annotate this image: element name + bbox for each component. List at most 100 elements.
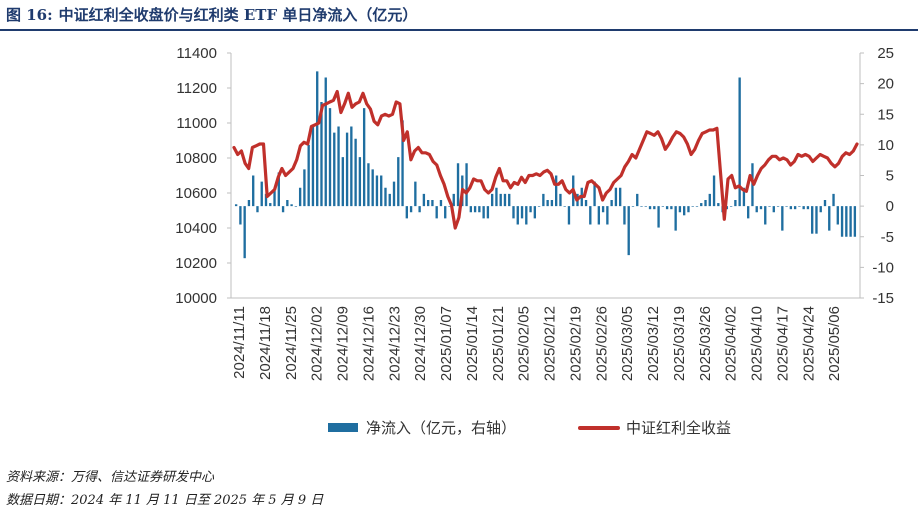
bar-mark bbox=[806, 206, 810, 210]
bar-mark bbox=[478, 206, 481, 213]
bar-mark bbox=[324, 77, 327, 207]
bar-mark bbox=[589, 206, 592, 225]
bar-mark bbox=[490, 193, 494, 207]
bar-mark bbox=[243, 206, 246, 259]
bar-mark bbox=[298, 187, 302, 207]
x-tick-label: 2024/11/11 bbox=[231, 306, 248, 379]
bar-mark bbox=[277, 172, 280, 207]
bar-mark bbox=[486, 206, 490, 219]
bar-mark bbox=[845, 206, 848, 237]
bar-mark bbox=[431, 200, 434, 207]
bar-mark bbox=[627, 206, 630, 256]
bar-mark bbox=[614, 187, 618, 207]
bar-mark bbox=[793, 206, 797, 210]
bar-mark bbox=[550, 200, 554, 207]
bar-mark bbox=[789, 206, 793, 210]
x-tick-label: 2025/02/05 bbox=[516, 306, 533, 381]
x-tick-label: 2024/12/02 bbox=[309, 306, 326, 381]
bar-mark bbox=[610, 200, 613, 207]
bar-mark bbox=[350, 126, 353, 207]
bar-mark bbox=[678, 206, 682, 213]
bar-mark bbox=[311, 126, 315, 207]
left-tick-label: 10200 bbox=[175, 255, 217, 272]
bar-mark bbox=[333, 132, 336, 207]
bar-mark bbox=[388, 193, 391, 207]
bar-mark bbox=[567, 206, 571, 225]
x-tick-label: 2024/11/25 bbox=[283, 306, 300, 380]
bar-mark bbox=[520, 206, 524, 219]
x-tick-label: 2025/01/07 bbox=[438, 306, 455, 381]
bar-mark bbox=[554, 175, 558, 207]
x-tick-label: 2025/03/19 bbox=[671, 306, 688, 381]
right-tick-label: 20 bbox=[877, 76, 894, 93]
bar-mark bbox=[469, 206, 472, 213]
x-tick-label: 2025/02/12 bbox=[542, 306, 559, 381]
x-tick-label: 2025/04/10 bbox=[749, 306, 766, 381]
bar-mark bbox=[525, 206, 528, 225]
bar-mark bbox=[273, 190, 276, 207]
bar-mark bbox=[269, 203, 272, 207]
bar-mark bbox=[303, 169, 306, 207]
x-tick-label: 2025/01/14 bbox=[464, 306, 481, 381]
line-series bbox=[232, 89, 859, 230]
bar-mark bbox=[648, 206, 652, 210]
bar-mark bbox=[776, 206, 780, 207]
bar-mark bbox=[422, 193, 426, 207]
bar-mark bbox=[529, 206, 532, 213]
bar-mark bbox=[742, 187, 746, 207]
bar-mark bbox=[337, 126, 340, 207]
bar-mark bbox=[495, 187, 498, 207]
bar-mark bbox=[516, 206, 519, 225]
bar-mark bbox=[439, 200, 443, 207]
x-tick-label: 2024/12/09 bbox=[335, 306, 352, 381]
source-note: 资料来源：万得、信达证券研发中心 bbox=[6, 470, 215, 485]
bar-mark bbox=[802, 206, 805, 210]
bar-mark bbox=[375, 175, 379, 207]
bar-mark bbox=[444, 206, 447, 219]
bar-mark bbox=[665, 206, 669, 210]
bar-mark bbox=[252, 175, 255, 207]
bar-mark bbox=[687, 206, 690, 213]
bar-mark bbox=[401, 120, 404, 207]
bar-mark bbox=[380, 175, 383, 207]
bar-mark bbox=[734, 200, 737, 207]
right-tick-label: -5 bbox=[881, 229, 894, 246]
bar-mark bbox=[674, 206, 677, 231]
chart-title: 图 16: 中证红利全收盘价与红利类 ETF 单日净流入（亿元） bbox=[6, 4, 417, 25]
axes-layer: 1000010200104001060010800110001120011400… bbox=[175, 45, 894, 381]
bar-mark bbox=[320, 102, 323, 207]
bar-mark bbox=[755, 206, 758, 213]
x-tick-label: 2025/02/19 bbox=[567, 306, 584, 381]
x-tick-label: 2025/04/02 bbox=[723, 306, 740, 381]
x-tick-label: 2025/03/05 bbox=[619, 306, 636, 381]
bar-mark bbox=[384, 187, 387, 207]
left-tick-label: 10600 bbox=[175, 185, 217, 202]
right-tick-label: 15 bbox=[877, 106, 894, 123]
bar-mark bbox=[290, 204, 293, 207]
bar-mark bbox=[768, 206, 771, 207]
bar-mark bbox=[341, 157, 344, 207]
bar-mark bbox=[456, 163, 460, 207]
bar-mark bbox=[499, 193, 502, 207]
bar-mark bbox=[601, 206, 605, 213]
bar-mark bbox=[772, 206, 775, 213]
bar-mark bbox=[815, 206, 818, 234]
bar-mark bbox=[563, 206, 566, 207]
bar-mark bbox=[465, 163, 468, 207]
bar-mark bbox=[367, 163, 370, 207]
bar-mark bbox=[619, 187, 622, 207]
bar-mark bbox=[435, 206, 438, 219]
bar-mark bbox=[508, 193, 511, 207]
bar-mark bbox=[584, 200, 588, 207]
bar-mark bbox=[759, 206, 763, 210]
x-tick-label: 2024/12/16 bbox=[360, 306, 377, 381]
bar-mark bbox=[397, 157, 400, 207]
bar-mark bbox=[559, 193, 562, 207]
bar-mark bbox=[661, 206, 665, 207]
bar-mark bbox=[623, 206, 626, 225]
right-tick-label: -10 bbox=[872, 259, 894, 276]
bar-mark bbox=[849, 206, 852, 237]
bar-series bbox=[234, 71, 857, 259]
bar-mark bbox=[392, 181, 396, 207]
date-note: 数据日期：2024 年 11 月 11 日至 2025 年 5 月 9 日 bbox=[6, 493, 324, 508]
